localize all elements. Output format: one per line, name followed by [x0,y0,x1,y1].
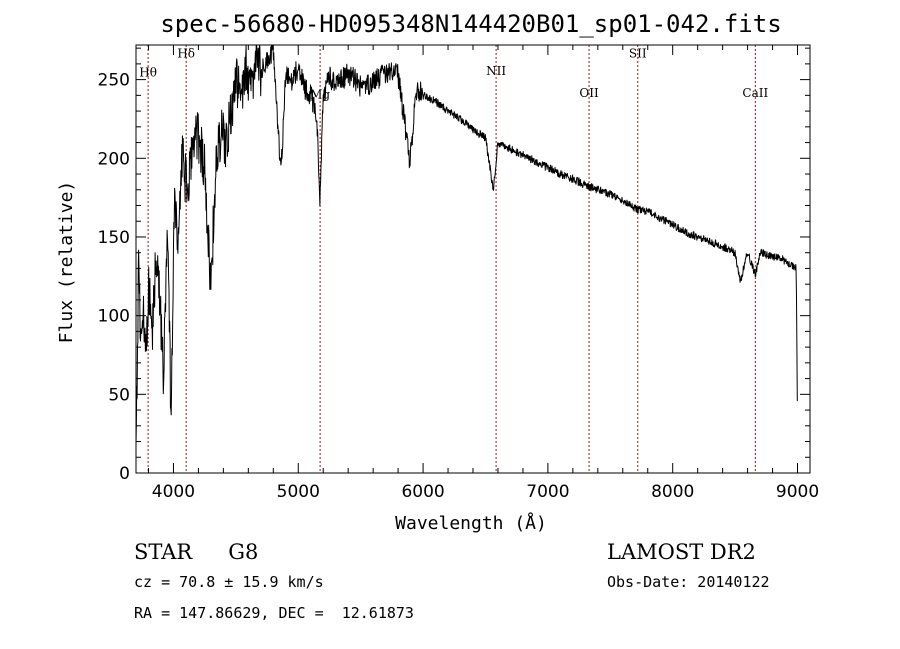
object-subclass: G8 [228,540,259,564]
spectrum-layer [135,44,798,445]
coordinates-text: RA = 147.86629, DEC = 12.61873 [134,604,414,622]
spectrum-line [135,44,798,445]
x-tick-label-0: 4000 [152,482,195,502]
x-axis-label: Wavelength (Å) [395,512,547,534]
y-axis-label: Flux (relative) [56,181,77,344]
redshift-text: cz = 70.8 ± 15.9 km/s [134,573,324,591]
axes-layer: 4000 5000 6000 7000 8000 9000 0 50 100 150 200 250 [98,44,819,502]
line-label-3: NII [486,64,506,78]
x-tick-label-1: 5000 [277,482,320,502]
x-tick-label-5: 9000 [776,482,819,502]
chart-title: spec-56680-HD095348N144420B01_sp01-042.f… [160,10,781,38]
line-label-0: Hθ [139,65,157,79]
y-tick-label-5: 250 [98,71,130,91]
line-label-6: CaII [742,86,768,100]
y-tick-label-2: 100 [98,307,130,327]
plot-frame [135,44,811,474]
x-tick-label-4: 8000 [651,482,694,502]
y-tick-label-1: 50 [108,385,130,405]
y-tick-label-0: 0 [119,464,130,484]
y-tick-label-3: 150 [98,228,130,248]
survey-label: LAMOST DR2 [607,540,756,564]
line-label-1: Hδ [177,47,195,61]
object-class-label: STAR G8 [134,540,258,564]
y-tick-label-4: 200 [98,149,130,169]
line-label-4: OII [579,86,599,100]
x-tick-label-3: 7000 [526,482,569,502]
x-tick-label-2: 6000 [401,482,444,502]
obs-date-text: Obs-Date: 20140122 [607,573,770,591]
line-label-5: SII [629,47,647,61]
object-class: STAR [134,540,193,564]
